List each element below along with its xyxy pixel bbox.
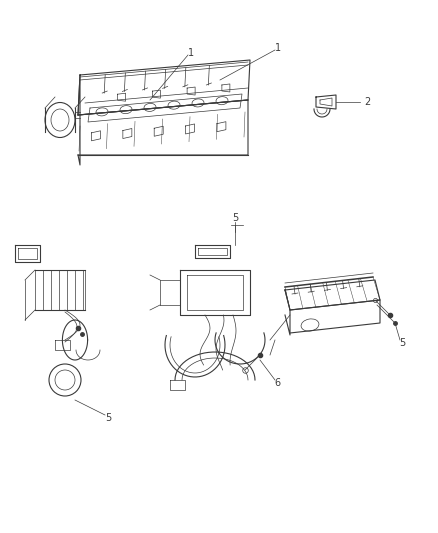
Text: 1: 1 [274, 43, 280, 53]
Text: 5: 5 [398, 338, 404, 348]
Text: 2: 2 [363, 97, 369, 107]
Text: 6: 6 [273, 378, 279, 388]
Text: 5: 5 [231, 213, 237, 223]
Text: 5: 5 [105, 413, 111, 423]
Text: 1: 1 [187, 48, 194, 58]
